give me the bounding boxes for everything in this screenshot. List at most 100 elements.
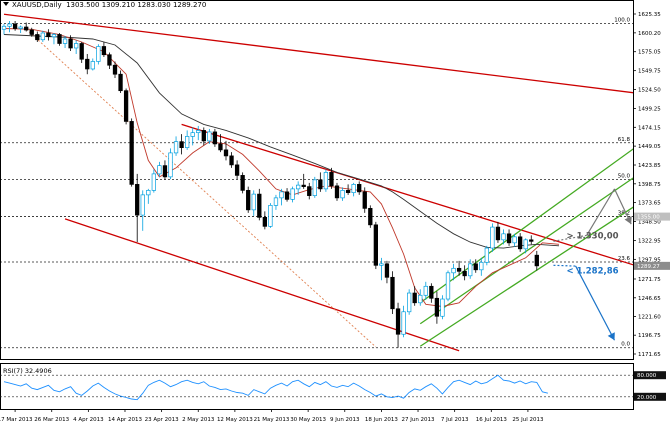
candle-body bbox=[401, 311, 406, 335]
candle-body bbox=[85, 58, 90, 70]
x-tick-label: 25 Jul 2013 bbox=[512, 417, 544, 423]
y-tick-label: 1524.50 bbox=[638, 88, 661, 94]
candle-body bbox=[268, 205, 273, 227]
candle-body bbox=[201, 130, 206, 142]
rsi-level-tag bbox=[634, 371, 666, 380]
candle-body bbox=[362, 191, 367, 209]
candle-body bbox=[96, 46, 101, 62]
candle-body bbox=[12, 23, 18, 29]
x-tick-label: 9 Jun 2013 bbox=[330, 417, 360, 423]
x-tick-label: 27 Jun 2013 bbox=[401, 417, 435, 423]
candle-body bbox=[334, 185, 340, 199]
candle-body bbox=[301, 184, 306, 187]
x-tick-label: 7 Jul 2013 bbox=[441, 417, 469, 423]
candle-body bbox=[151, 173, 157, 191]
trend-line-falling-channel-top bbox=[181, 123, 633, 266]
candle-body bbox=[534, 254, 539, 267]
candle-body bbox=[90, 61, 95, 70]
candle-body bbox=[495, 226, 501, 241]
candle-body bbox=[468, 263, 473, 277]
candle-body bbox=[40, 32, 45, 41]
candle-body bbox=[279, 191, 284, 199]
candle-body bbox=[284, 191, 290, 200]
candle-body bbox=[7, 23, 12, 27]
candle-body bbox=[51, 34, 57, 38]
x-tick-label: 30 May 2013 bbox=[290, 417, 326, 423]
candle-body bbox=[196, 130, 201, 134]
candle-body bbox=[57, 34, 62, 44]
y-tick-label: 1271.75 bbox=[638, 277, 661, 283]
candle-body bbox=[185, 136, 190, 149]
x-tick-label: 17 Mar 2013 bbox=[0, 417, 33, 423]
price-tag-box bbox=[634, 261, 670, 270]
candle-body bbox=[529, 239, 534, 242]
candle-body bbox=[140, 194, 145, 216]
sma-slow-line bbox=[3, 34, 560, 249]
candle-body bbox=[79, 43, 84, 60]
candle-body bbox=[456, 267, 462, 272]
candle-body bbox=[157, 165, 162, 175]
x-tick-label: 21 May 2013 bbox=[254, 417, 290, 423]
candle-body bbox=[501, 233, 506, 241]
y-tick-label: 1449.05 bbox=[638, 144, 661, 150]
rsi-level-tag bbox=[634, 392, 666, 401]
candle-body bbox=[162, 165, 168, 178]
candle-body bbox=[523, 239, 528, 250]
candle-body bbox=[229, 155, 234, 166]
candle-body bbox=[357, 184, 362, 193]
candle-body bbox=[246, 190, 251, 211]
x-tick-label: 14 Apr 2013 bbox=[108, 417, 143, 423]
candle-body bbox=[351, 184, 356, 193]
y-tick-label: 1373.65 bbox=[638, 201, 661, 207]
rsi-level-label: 80.000 bbox=[637, 373, 657, 379]
candle-body bbox=[418, 294, 423, 304]
candle-body bbox=[262, 216, 267, 227]
price-tag-label: 1355.00 bbox=[637, 215, 660, 221]
candle-body bbox=[517, 236, 523, 250]
candle-body bbox=[290, 188, 295, 200]
candle-body bbox=[462, 270, 467, 277]
candle-body bbox=[434, 297, 440, 317]
candle-body bbox=[18, 26, 23, 29]
candle-body bbox=[207, 131, 212, 142]
projection-up-segment bbox=[586, 188, 616, 236]
trend-line-falling-channel-bottom bbox=[64, 218, 460, 352]
candle-body bbox=[340, 190, 345, 199]
candle-body bbox=[107, 54, 112, 66]
candle-body bbox=[123, 90, 129, 122]
projection-down-segment bbox=[575, 265, 616, 341]
projection-up-arrowhead bbox=[624, 216, 632, 225]
candle-body bbox=[407, 292, 412, 313]
y-tick-label: 1423.85 bbox=[638, 163, 661, 169]
y-tick-label: 1575.05 bbox=[638, 50, 661, 56]
candle-body bbox=[234, 164, 240, 176]
trend-line-upper-long-red bbox=[3, 13, 633, 94]
x-tick-label: 12 May 2013 bbox=[217, 417, 253, 423]
y-tick-label: 1322.95 bbox=[638, 239, 661, 245]
candle-body bbox=[273, 197, 279, 206]
candle-body bbox=[490, 226, 495, 249]
candle-body bbox=[68, 38, 73, 49]
candle-body bbox=[101, 46, 107, 56]
price-plot: 100.061.850.038.223.60.0> 1.330,00< 1.28… bbox=[1, 13, 633, 352]
candle-body bbox=[512, 236, 517, 244]
sma-fast-line bbox=[3, 28, 560, 307]
candle-body bbox=[506, 233, 512, 244]
fib-level-label: 23.6 bbox=[618, 256, 631, 262]
rsi-level-label: 20.000 bbox=[637, 395, 657, 401]
y-tick-label: 1221.60 bbox=[638, 315, 661, 321]
price-tag-label: 1289.27 bbox=[637, 264, 660, 270]
candle-body bbox=[345, 190, 351, 193]
candle-body bbox=[1, 25, 7, 30]
x-tick-label: 16 Jul 2013 bbox=[476, 417, 508, 423]
y-tick-label: 1549.75 bbox=[638, 69, 661, 75]
candle-body bbox=[329, 172, 334, 187]
candle-body bbox=[484, 247, 489, 263]
candle-body bbox=[423, 285, 428, 296]
chart-title: XAUUSD,Daily 1303.500 1309.210 1283.030 … bbox=[3, 1, 206, 9]
candle-body bbox=[473, 263, 478, 271]
y-tick-label: 1499.25 bbox=[638, 106, 661, 112]
trend-line-dotted-orange bbox=[25, 28, 377, 348]
y-tick-label: 1246.65 bbox=[638, 296, 661, 302]
